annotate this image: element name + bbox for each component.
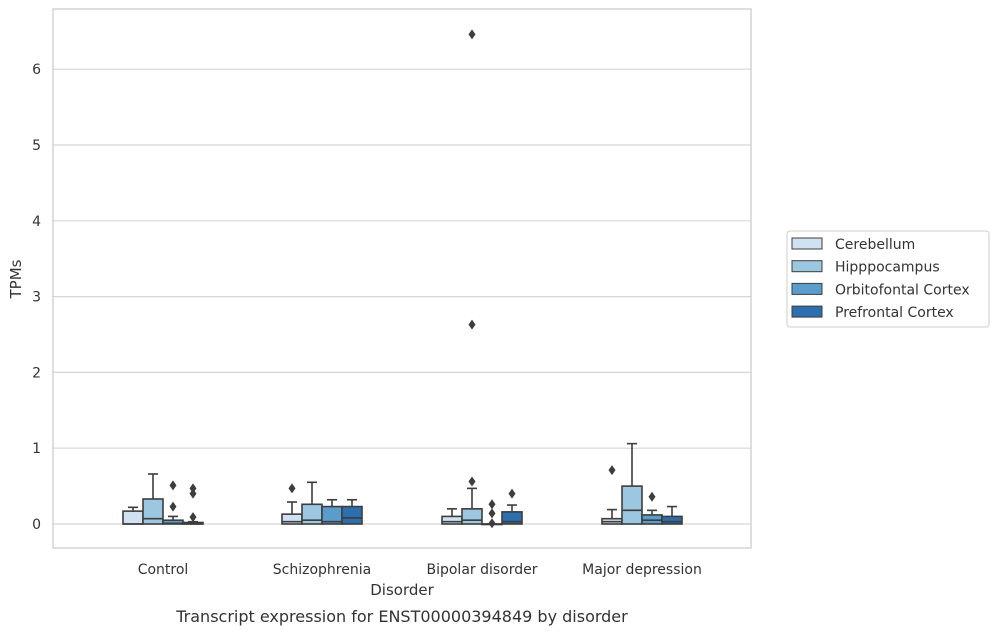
box xyxy=(341,498,363,525)
legend-item: Cerebellum xyxy=(791,237,915,253)
outlier-point xyxy=(189,512,197,523)
box xyxy=(641,491,663,525)
box xyxy=(661,505,683,525)
box xyxy=(481,499,503,529)
chart-caption: Transcript expression for ENST0000039484… xyxy=(175,607,628,626)
y-tick-label: 1 xyxy=(32,441,41,457)
outlier-point xyxy=(468,476,476,487)
box-body xyxy=(661,515,683,525)
y-tick-label: 2 xyxy=(32,365,41,381)
box-body xyxy=(621,485,643,525)
outlier-point xyxy=(608,465,616,476)
legend-label: Hipppocampus xyxy=(835,260,940,276)
box-body xyxy=(142,498,164,525)
legend-frame xyxy=(786,230,990,328)
plot-frame xyxy=(52,8,752,549)
legend-item: Orbitofontal Cortex xyxy=(791,282,970,298)
outlier-point xyxy=(508,488,516,499)
outlier-point xyxy=(169,480,177,491)
legend-swatch xyxy=(791,305,823,318)
y-axis-ticks: 0 1 2 3 4 5 6 xyxy=(32,62,41,533)
legend-item: Hipppocampus xyxy=(791,260,940,276)
x-tick-label: Bipolar disorder xyxy=(426,562,537,578)
boxes xyxy=(122,29,683,529)
box xyxy=(601,465,623,525)
legend-item: Prefrontal Cortex xyxy=(791,305,954,321)
legend-swatch xyxy=(791,282,823,295)
y-tick-label: 6 xyxy=(32,62,41,78)
legend-label: Cerebellum xyxy=(835,237,915,253)
x-axis-ticks: Control Schizophrenia Bipolar disorder Majo… xyxy=(138,562,702,578)
y-tick-label: 3 xyxy=(32,290,41,306)
outlier-point xyxy=(189,488,197,499)
box xyxy=(461,29,483,525)
legend-label: Prefrontal Cortex xyxy=(835,305,954,321)
y-tick-label: 4 xyxy=(32,214,41,230)
legend: Cerebellum Hipppocampus Orbitofontal Corte… xyxy=(786,230,990,328)
box xyxy=(122,506,144,525)
x-tick-label: Schizophrenia xyxy=(273,562,371,578)
box-body xyxy=(341,505,363,525)
box-body xyxy=(461,508,483,525)
x-tick-label: Control xyxy=(138,562,189,578)
outlier-point xyxy=(488,508,496,519)
y-axis-label: TPMs xyxy=(7,259,25,299)
box xyxy=(162,480,184,525)
outlier-point xyxy=(468,319,476,330)
box xyxy=(281,483,303,525)
box-body xyxy=(122,510,144,525)
box xyxy=(142,473,164,525)
y-tick-label: 0 xyxy=(32,517,41,533)
outlier-point xyxy=(648,491,656,502)
box xyxy=(501,488,523,525)
legend-swatch xyxy=(791,237,823,250)
outlier-point xyxy=(488,499,496,510)
box-body xyxy=(301,503,323,525)
outlier-point xyxy=(169,501,177,512)
box xyxy=(182,483,204,525)
box xyxy=(321,498,343,525)
box-body xyxy=(441,515,463,525)
x-tick-label: Major depression xyxy=(582,562,702,578)
legend-label: Orbitofontal Cortex xyxy=(835,282,970,298)
box xyxy=(441,508,463,525)
box xyxy=(301,481,323,525)
legend-swatch xyxy=(791,260,823,273)
outlier-point xyxy=(468,29,476,40)
x-axis-label: Disorder xyxy=(370,581,434,599)
outlier-point xyxy=(189,483,197,494)
gridlines xyxy=(53,68,751,525)
y-tick-label: 5 xyxy=(32,138,41,154)
box xyxy=(621,442,643,525)
outlier-point xyxy=(288,483,296,494)
outlier-point xyxy=(488,518,496,529)
